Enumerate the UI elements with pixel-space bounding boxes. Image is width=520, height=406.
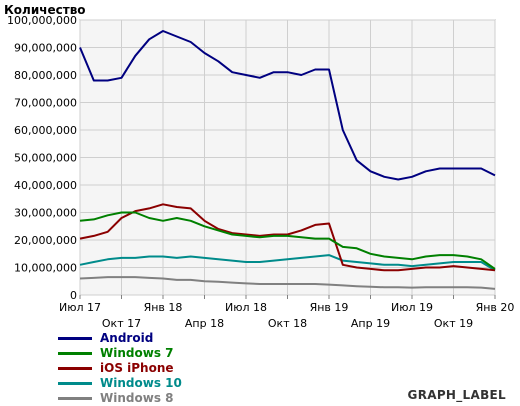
legend-label: Android	[100, 331, 154, 345]
y-tick-label: 20,000,000	[14, 234, 77, 247]
y-tick-label: 70,000,000	[14, 97, 77, 110]
legend-swatch	[58, 367, 92, 370]
x-tick-label: Янв 19	[310, 301, 349, 314]
legend-swatch	[58, 352, 92, 355]
x-tick-label: Окт 19	[434, 317, 473, 330]
y-tick-label: 50,000,000	[14, 152, 77, 165]
y-tick-label: 80,000,000	[14, 69, 77, 82]
legend-label: Windows 10	[100, 376, 182, 390]
series-line-ios-iphone	[79, 203, 496, 272]
y-tick-label: 0	[70, 289, 77, 302]
y-tick-label: 90,000,000	[14, 42, 77, 55]
legend-label: iOS iPhone	[100, 361, 174, 375]
y-axis-label: Количество	[4, 3, 86, 17]
x-tick-label: Янв 18	[144, 301, 183, 314]
line-chart: 0 10,000,000 20,000,000 30,000,000 40,000,00…	[7, 14, 515, 330]
legend-label: Windows 8	[100, 391, 174, 405]
series-line-android	[79, 30, 496, 181]
series-line-windows-8	[79, 276, 496, 290]
y-tick-label: 30,000,000	[14, 207, 77, 220]
series-line-windows-10	[79, 254, 496, 272]
x-tick-label: Июл 18	[225, 301, 267, 314]
legend-swatch	[58, 382, 92, 385]
y-tick-label: 10,000,000	[14, 262, 77, 275]
x-tick-label: Янв 20	[476, 301, 515, 314]
y-tick-label: 60,000,000	[14, 124, 77, 137]
x-tick-label: Июл 17	[59, 301, 101, 314]
x-tick-label: Окт 18	[268, 317, 307, 330]
graph-label: GRAPH_LABEL	[407, 388, 506, 402]
x-tick-label: Июл 19	[391, 301, 433, 314]
series-line-windows-7	[79, 211, 496, 270]
x-tick-label: Окт 17	[102, 317, 141, 330]
x-tick-label: Апр 19	[351, 317, 390, 330]
y-tick-label: 100,000,000	[7, 14, 77, 27]
x-tick-label: Апр 18	[185, 317, 224, 330]
legend-label: Windows 7	[100, 346, 174, 360]
legend-swatch	[58, 337, 92, 340]
y-tick-label: 40,000,000	[14, 179, 77, 192]
legend-swatch	[58, 397, 92, 400]
